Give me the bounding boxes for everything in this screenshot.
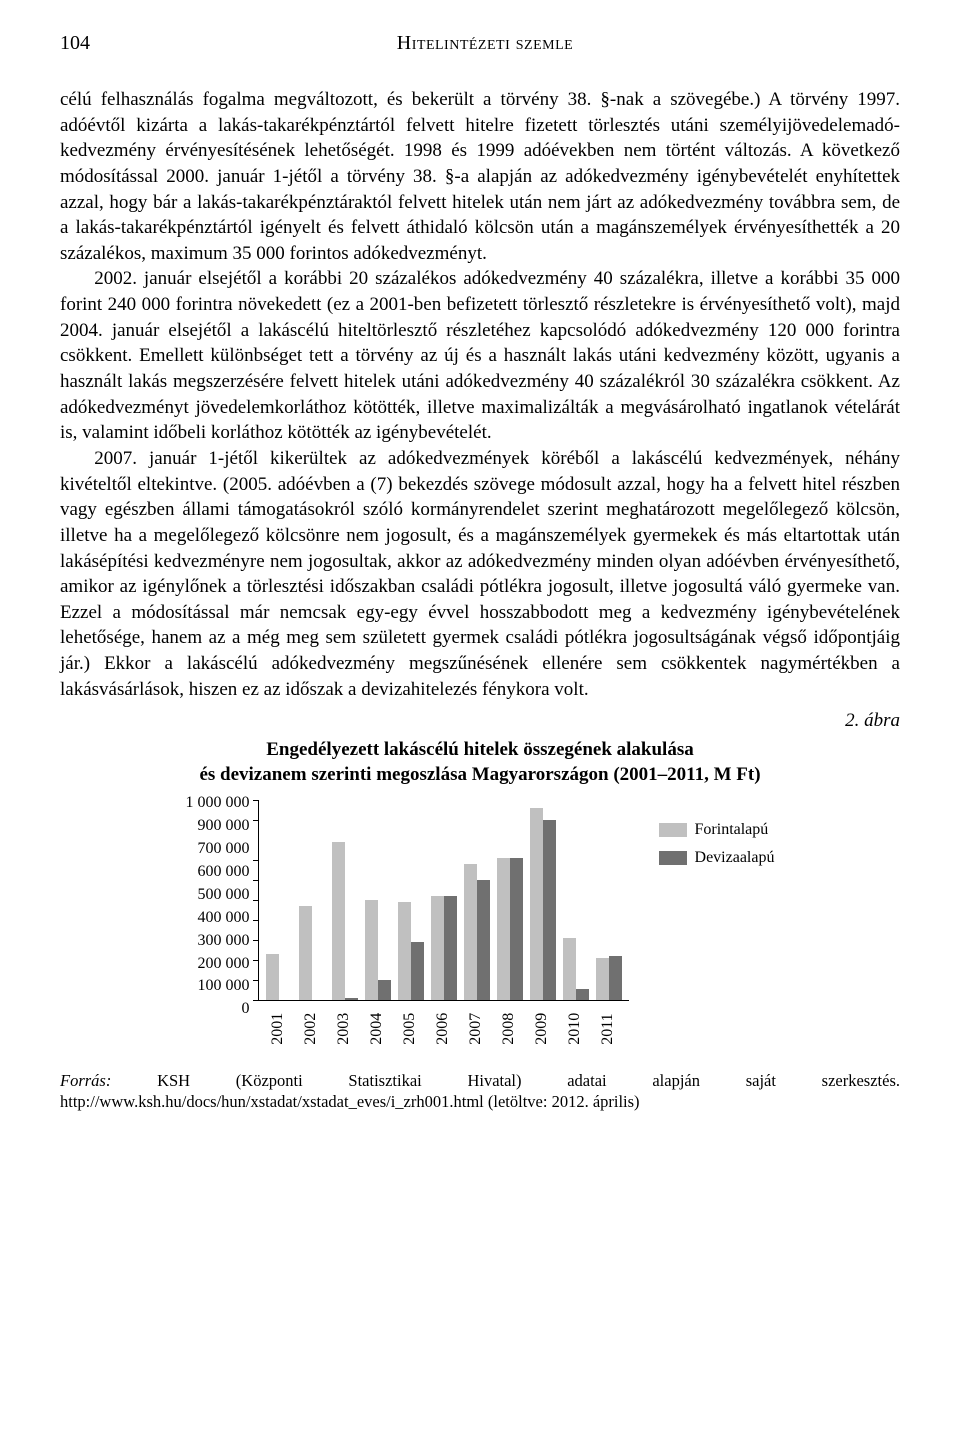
paragraph-2: 2002. január elsejétől a korábbi 20 száz… — [60, 266, 900, 445]
y-tick-label: 400 000 — [198, 910, 250, 922]
y-tick — [253, 940, 259, 942]
figure-label: 2. ábra — [60, 708, 900, 734]
x-tick-label: 2002 — [300, 1019, 322, 1045]
bar — [398, 902, 411, 1000]
bar — [378, 980, 391, 1000]
bar — [431, 896, 444, 1000]
bar — [530, 808, 543, 1000]
chart-title: Engedélyezett lakáscélú hitelek összegén… — [60, 738, 900, 787]
bar — [510, 858, 523, 1000]
y-tick-label: 700 000 — [198, 841, 250, 853]
x-tick-label: 2006 — [432, 1019, 454, 1045]
legend: Forintalapú Devizaalapú — [659, 819, 775, 874]
bar — [464, 864, 477, 1000]
page-header: 104 Hitelintézeti szemle — [60, 30, 900, 57]
y-tick — [253, 1000, 259, 1002]
bar-group — [365, 900, 391, 1000]
y-tick-label: 500 000 — [198, 887, 250, 899]
bar — [497, 858, 510, 1000]
source-text: KSH (Központi Statisztikai Hivatal) adat… — [60, 1071, 900, 1111]
legend-swatch — [659, 823, 687, 837]
bar-group — [398, 902, 424, 1000]
bar — [576, 989, 589, 1000]
chart-title-line2: és devizanem szerinti megoszlása Magyaro… — [199, 764, 760, 785]
bar — [266, 954, 279, 1000]
x-tick-label: 2001 — [267, 1019, 289, 1045]
bar-group — [332, 842, 358, 1000]
bar — [444, 896, 457, 1000]
x-axis: 2001 2002 2003 2004 2005 2006 2007 2008 2009 2010… — [258, 1007, 629, 1053]
bar — [596, 958, 609, 1000]
y-tick-label: 100 000 — [198, 978, 250, 990]
bar — [609, 956, 622, 1000]
x-tick-label: 2008 — [498, 1019, 520, 1045]
bar — [365, 900, 378, 1000]
y-tick — [253, 920, 259, 922]
running-head: Hitelintézeti szemle — [120, 30, 900, 57]
y-tick — [253, 820, 259, 822]
x-tick-label: 2010 — [564, 1019, 586, 1045]
y-tick-label: 0 — [242, 1001, 250, 1013]
source-label: Forrás: — [60, 1071, 111, 1090]
bar — [411, 942, 424, 1000]
paragraph-1: célú felhasználás fogalma megváltozott, … — [60, 87, 900, 266]
legend-label: Devizaalapú — [695, 847, 775, 869]
y-tick-label: 900 000 — [198, 818, 250, 830]
bar-group — [431, 896, 457, 1000]
y-tick — [253, 900, 259, 902]
y-tick — [253, 960, 259, 962]
y-tick-label: 1 000 000 — [186, 795, 250, 807]
x-tick-label: 2005 — [399, 1019, 421, 1045]
legend-item: Forintalapú — [659, 819, 775, 841]
x-tick-label: 2011 — [597, 1019, 619, 1045]
bar-group — [497, 858, 523, 1000]
bar — [345, 998, 358, 1000]
chart-title-line1: Engedélyezett lakáscélú hitelek összegén… — [266, 739, 693, 760]
bar-group — [266, 954, 292, 1000]
bar-group — [530, 808, 556, 1000]
source-line: Forrás: KSH (Központi Statisztikai Hivat… — [60, 1071, 900, 1112]
y-tick — [253, 800, 259, 802]
y-tick-label: 600 000 — [198, 864, 250, 876]
x-tick-label: 2007 — [465, 1019, 487, 1045]
x-tick-label: 2009 — [531, 1019, 553, 1045]
paragraph-3: 2007. január 1-jétől kikerültek az adóke… — [60, 446, 900, 702]
bar — [543, 820, 556, 1000]
bar-group — [464, 864, 490, 1000]
plot-area — [258, 801, 629, 1001]
y-tick — [253, 860, 259, 862]
bar-group — [299, 906, 325, 1000]
bar-group — [563, 938, 589, 1000]
y-tick-label: 200 000 — [198, 956, 250, 968]
page-number: 104 — [60, 30, 90, 57]
bar-chart: 1 000 000900 000700 000600 000500 000400… — [186, 801, 629, 1053]
legend-label: Forintalapú — [695, 819, 769, 841]
y-tick — [253, 880, 259, 882]
y-axis: 1 000 000900 000700 000600 000500 000400… — [186, 801, 258, 1007]
bar — [299, 906, 312, 1000]
bar — [477, 880, 490, 1000]
body-text: célú felhasználás fogalma megváltozott, … — [60, 87, 900, 702]
chart-container: 1 000 000900 000700 000600 000500 000400… — [60, 801, 900, 1053]
y-tick — [253, 980, 259, 982]
y-tick-label: 300 000 — [198, 933, 250, 945]
legend-swatch — [659, 851, 687, 865]
legend-item: Devizaalapú — [659, 847, 775, 869]
bar — [563, 938, 576, 1000]
bar — [332, 842, 345, 1000]
x-tick-label: 2004 — [366, 1019, 388, 1045]
bar-group — [596, 956, 622, 1000]
x-tick-label: 2003 — [333, 1019, 355, 1045]
